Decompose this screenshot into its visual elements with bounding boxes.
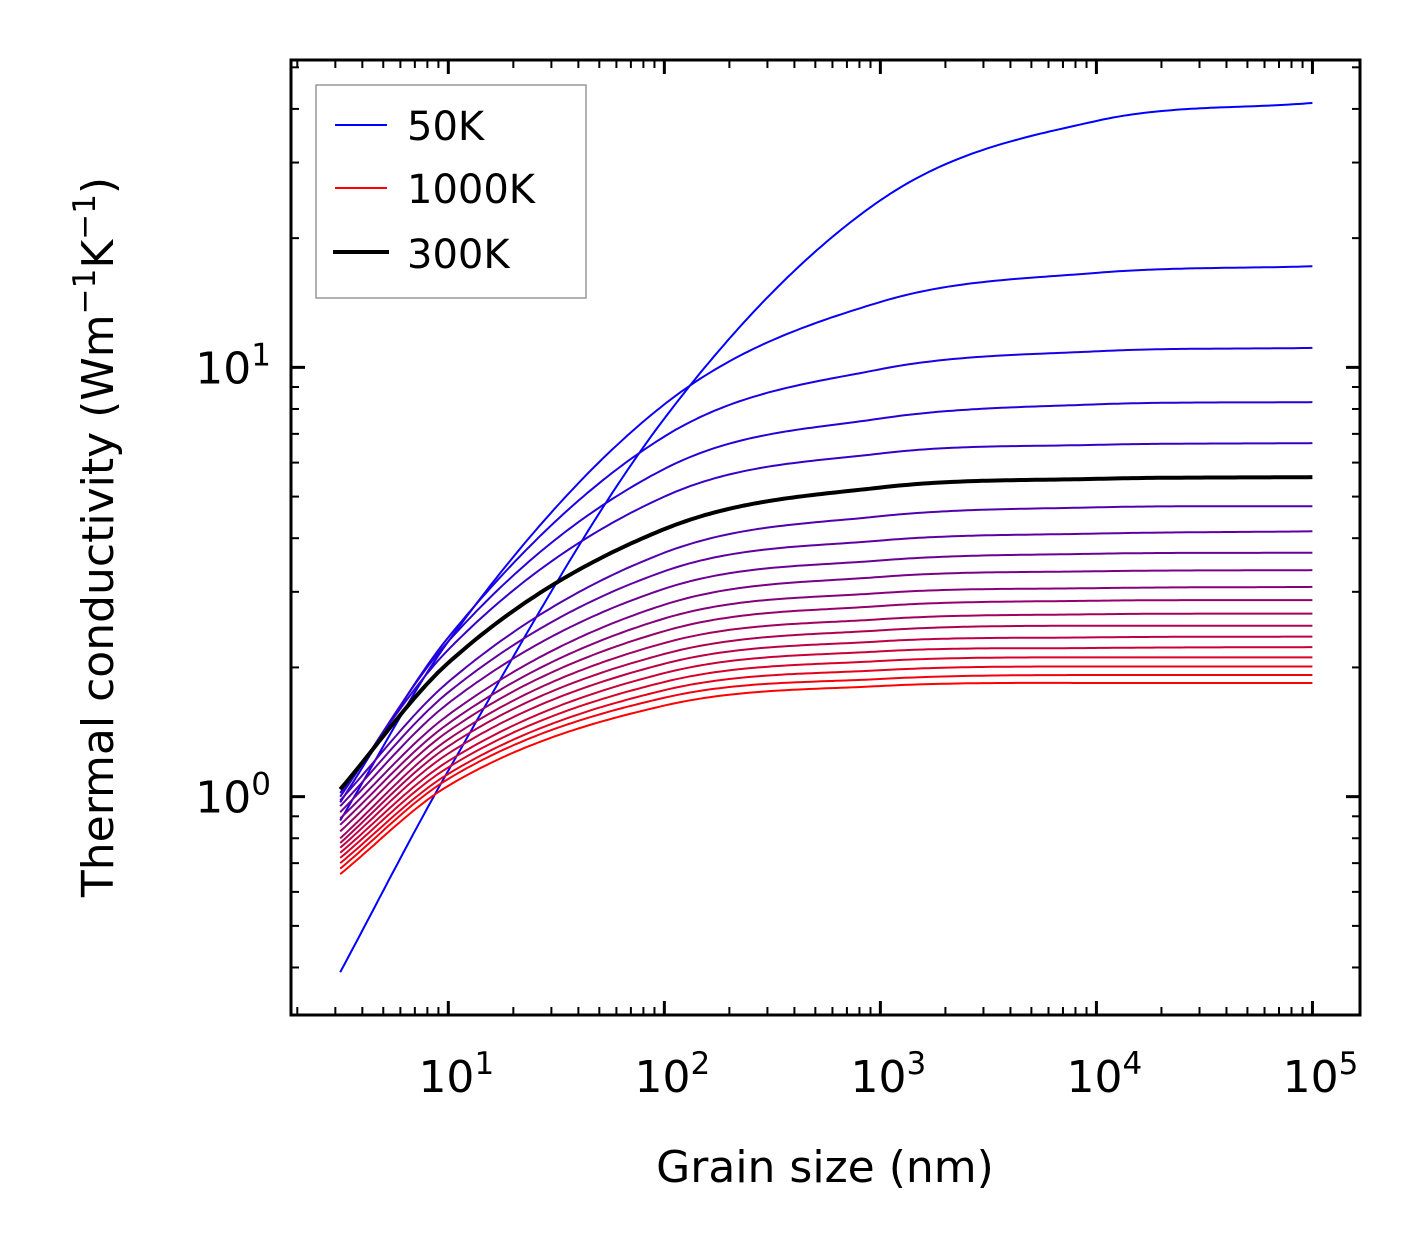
legend-label-50k: 50K — [407, 104, 486, 150]
series-line-350k — [339, 505, 1313, 802]
series-line-100k — [339, 265, 1313, 822]
x-axis-label: Grain size (nm) — [656, 1142, 994, 1193]
series-line-550k — [339, 585, 1313, 826]
legend-label-1000k: 1000K — [407, 167, 537, 213]
x-tick-label: 103 — [851, 1046, 927, 1103]
x-tick-label: 101 — [418, 1046, 494, 1103]
series-line-500k — [339, 569, 1313, 820]
legend-frame — [315, 84, 587, 299]
y-axis-label: Thermal conductivity (Wm−1K−1) — [67, 177, 124, 898]
series-line-750k — [339, 635, 1313, 849]
series-line-800k — [339, 646, 1313, 854]
x-tick-label: 102 — [634, 1046, 710, 1103]
x-tick-label: 104 — [1067, 1046, 1143, 1103]
series-line-850k — [339, 656, 1313, 859]
series-line-950k — [339, 674, 1313, 870]
legend: 50K 1000K 300K — [315, 84, 587, 299]
tick-labels-layer: 101 102 103 104 105 100 101 — [195, 337, 1358, 1103]
series-line-700k — [339, 624, 1313, 844]
series-line-1000k — [339, 681, 1313, 875]
series-line-150k — [339, 346, 1313, 803]
y-axis-label-close: ) — [73, 177, 124, 194]
series-line-300k — [338, 475, 1313, 791]
series-line-600k — [339, 599, 1313, 833]
highlight-layer — [338, 475, 1313, 791]
curves-layer — [339, 102, 1313, 973]
series-line-250k — [339, 442, 1313, 794]
y-tick-label: 100 — [195, 767, 271, 824]
y-axis-label-sup1: −1 — [67, 269, 103, 315]
series-line-50k — [339, 102, 1313, 973]
y-axis-label-main: Thermal conductivity (Wm — [73, 314, 124, 898]
y-axis-label-sup2: −1 — [67, 194, 103, 240]
y-axis-label-k: K — [73, 239, 124, 269]
x-tick-label: 105 — [1283, 1046, 1359, 1103]
series-line-450k — [339, 551, 1313, 813]
series-line-400k — [339, 530, 1313, 807]
legend-label-300k: 300K — [407, 232, 511, 278]
series-line-650k — [339, 612, 1313, 840]
series-line-200k — [339, 401, 1313, 798]
series-line-900k — [339, 665, 1313, 864]
y-tick-label: 101 — [195, 337, 271, 394]
ticks-layer — [291, 60, 1360, 1015]
